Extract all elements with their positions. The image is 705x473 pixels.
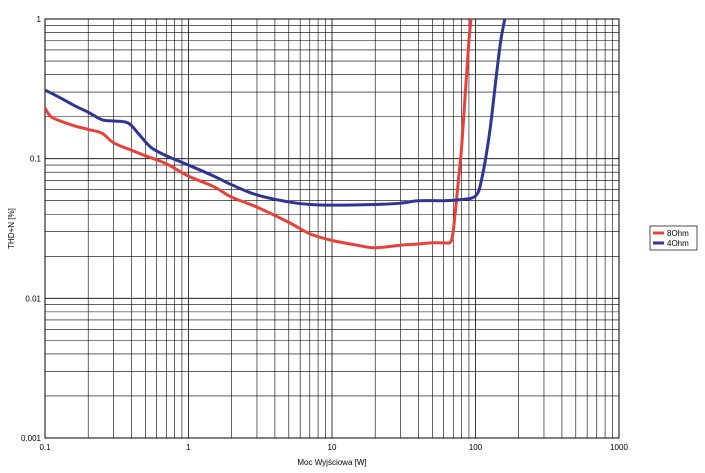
- legend: 8Ohm 4Ohm: [649, 225, 698, 251]
- y-tick-label: 1: [37, 15, 42, 24]
- y-tick-label: 0.01: [25, 294, 41, 303]
- grid: [44, 19, 619, 439]
- series-line-4ohm: [45, 19, 507, 207]
- y-axis-title: THD+N [%]: [7, 208, 16, 249]
- x-tick-label: 100: [469, 443, 483, 452]
- series-layer: [45, 19, 507, 250]
- series-line-8ohm: [45, 19, 473, 250]
- plot-frame: [44, 18, 620, 439]
- x-tick-label: 1000: [610, 443, 628, 452]
- x-tick-label: 1: [186, 443, 191, 452]
- x-tick-label: 0.1: [39, 443, 51, 452]
- legend-box: [649, 225, 698, 251]
- tick-labels: 0.1 1 10 100 1000 1 0.1 0.01 0.001: [21, 15, 628, 452]
- x-axis-title: Moc Wyjściowa [W]: [297, 458, 366, 467]
- y-tick-label: 0.1: [30, 155, 42, 164]
- legend-label-8ohm: 8Ohm: [667, 229, 689, 238]
- legend-label-4ohm: 4Ohm: [667, 239, 689, 248]
- x-tick-label: 10: [328, 443, 337, 452]
- y-tick-label: 0.001: [21, 434, 42, 443]
